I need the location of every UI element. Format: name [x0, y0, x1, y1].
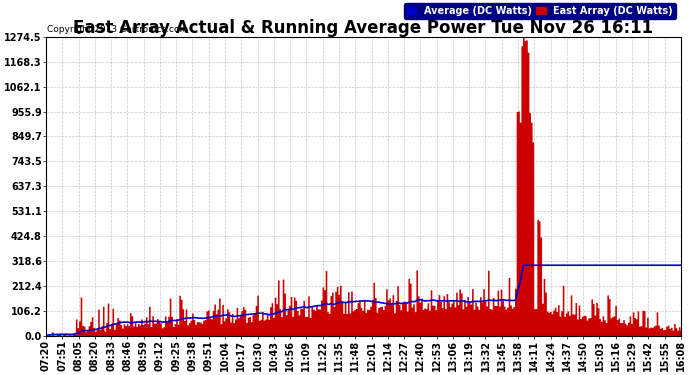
Legend: Average (DC Watts), East Array (DC Watts): Average (DC Watts), East Array (DC Watts…: [404, 3, 676, 19]
Title: East Array Actual & Running Average Power Tue Nov 26 16:11: East Array Actual & Running Average Powe…: [73, 19, 653, 37]
Text: Copyright 2013 Cartronics.com: Copyright 2013 Cartronics.com: [47, 25, 188, 34]
